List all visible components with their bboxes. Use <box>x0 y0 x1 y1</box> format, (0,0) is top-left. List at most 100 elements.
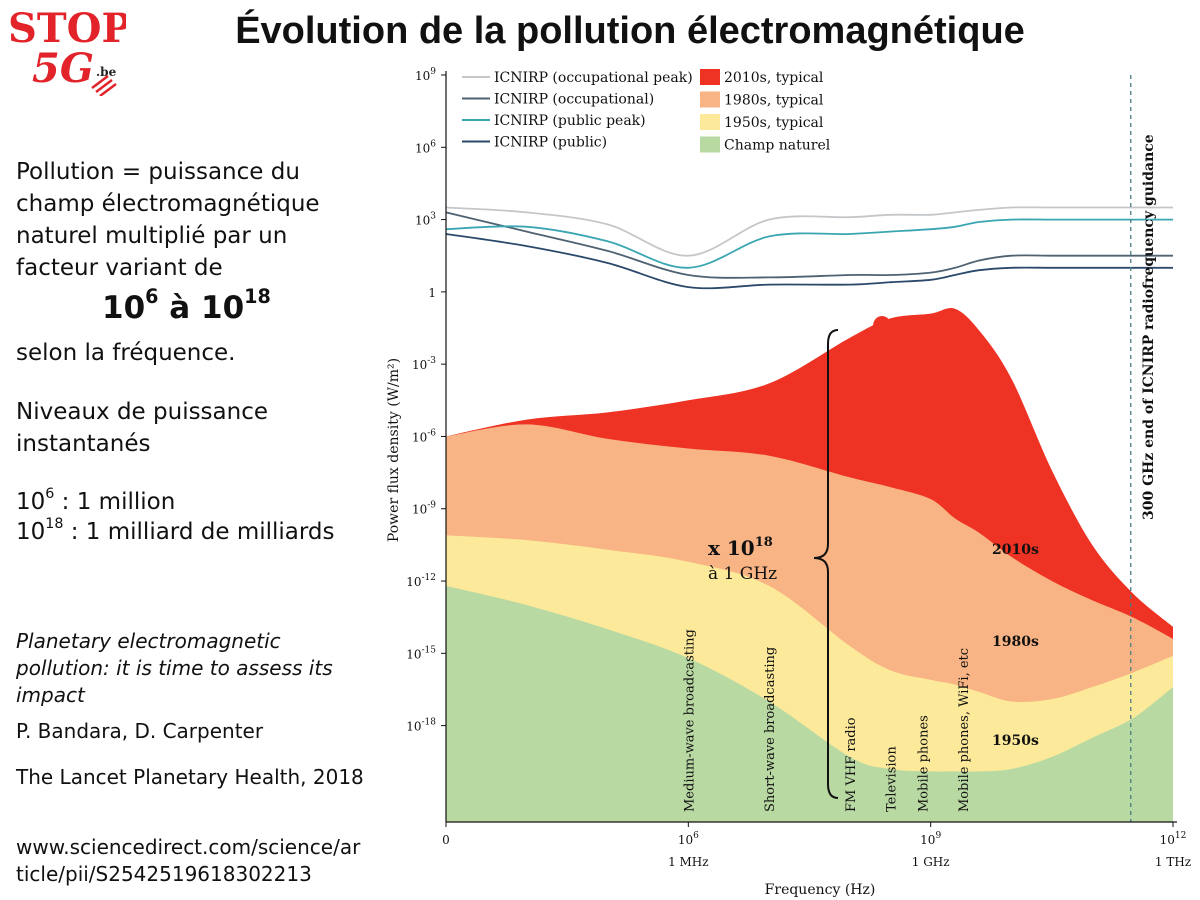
page-title: Évolution de la pollution électromagnéti… <box>235 10 1025 52</box>
x-tick-label: 109 <box>920 831 941 847</box>
multiplier-exp: 18 <box>755 535 773 550</box>
y-tick-base: 10 <box>406 647 421 661</box>
y-axis-label: Power flux density (W/m²) <box>386 358 402 542</box>
factor-b-exp: 18 <box>244 284 271 308</box>
billion-line: 1018 : 1 milliard de milliards <box>16 516 335 548</box>
factor-range: 106 à 1018 <box>102 287 271 326</box>
band-label: FM VHF radio <box>844 717 859 812</box>
paper-authors: P. Bandara, D. Carpenter <box>16 719 264 743</box>
guide-label: 300 GHz end of ICNIRP radiofrequency gui… <box>1141 134 1157 520</box>
legend-entry: 1950s, typical <box>724 115 824 131</box>
x-tick-base: 10 <box>678 833 693 847</box>
legend-swatch <box>700 114 720 130</box>
line-icnirp-occupational- <box>445 211 1173 279</box>
y-tick-label: 10-18 <box>406 718 436 734</box>
logo-5g-text: 5G <box>32 45 94 92</box>
band-label: Short-wave broadcasting <box>763 647 778 812</box>
billion-base: 10 <box>16 519 46 545</box>
x-tick-exp: 9 <box>935 831 941 841</box>
icnirp-lines <box>445 206 1173 290</box>
area-layers <box>446 307 1173 822</box>
legend-swatch <box>700 136 720 153</box>
y-tick-label: 103 <box>415 212 436 228</box>
y-tick-exp: -12 <box>422 573 437 583</box>
area-label: 1980s <box>992 634 1039 650</box>
y-tick-label: 10-12 <box>406 573 436 589</box>
y-tick-base: 10 <box>412 503 427 517</box>
y-tick-exp: 6 <box>430 139 436 149</box>
factor-a: 10 <box>102 290 146 326</box>
legend-entry: 2010s, typical <box>724 70 824 86</box>
y-tick-base: 10 <box>415 69 430 83</box>
paper-url: www.sciencedirect.com/science/article/pi… <box>16 835 361 886</box>
band-label: Mobile phones <box>917 715 932 812</box>
paper-journal: The Lancet Planetary Health, 2018 <box>16 765 364 789</box>
y-tick-base: 10 <box>406 720 421 734</box>
million-text: : 1 million <box>54 489 176 515</box>
multiplier-label: x 1018 <box>708 535 773 560</box>
x-tick-exp: 12 <box>1175 831 1186 841</box>
logo-suffix-text: .be <box>96 65 117 79</box>
band-label: Television <box>884 746 899 812</box>
intro-end-text: selon la fréquence. <box>16 340 236 366</box>
factor-a-exp: 6 <box>145 284 159 308</box>
area-champ-naturel <box>446 585 1173 822</box>
y-tick-label: 10-9 <box>412 501 436 517</box>
legend: ICNIRP (occupational peak) ICNIRP (occupa… <box>462 69 831 154</box>
y-tick-base: 10 <box>406 575 421 589</box>
x-tick-base: 0 <box>442 833 450 847</box>
legend-swatch <box>700 91 720 108</box>
x-tick-exp: 6 <box>693 831 699 841</box>
band-label: Mobile phones, WiFi, etc <box>957 648 972 812</box>
million-base: 10 <box>16 489 46 515</box>
x-tick-label: 106 <box>678 831 699 847</box>
y-tick-label: 1 <box>428 286 436 300</box>
legend-entry: ICNIRP (occupational peak) <box>494 70 693 86</box>
power-levels-text: Niveaux de puissance instantanés <box>16 399 269 457</box>
peak-bump <box>873 316 891 336</box>
million-exp: 6 <box>45 485 55 502</box>
y-tick-exp: 9 <box>430 67 436 77</box>
billion-exp: 18 <box>45 515 64 532</box>
area-label: 1950s <box>992 733 1039 749</box>
y-tick-exp: -9 <box>427 501 436 511</box>
multiplier-brace <box>813 329 839 799</box>
y-tick-label: 109 <box>415 67 436 83</box>
y-tick-label: 106 <box>415 139 436 155</box>
x-tick-label: 1012 <box>1160 831 1187 847</box>
line-icnirp-public-peak- <box>445 218 1173 269</box>
y-tick-base: 10 <box>412 430 427 444</box>
intro-text: Pollution = puissance du champ électroma… <box>16 159 320 281</box>
y-tick-label: 10-3 <box>412 356 436 372</box>
y-tick-exp: -18 <box>422 718 437 728</box>
stop5g-logo: STOP 5G .be <box>8 5 126 96</box>
y-tick-exp: -15 <box>422 645 437 655</box>
multiplier-sub: à 1 GHz <box>708 564 777 584</box>
line-icnirp-public- <box>445 233 1173 290</box>
x-tick-sub: 1 MHz <box>668 855 709 869</box>
y-tick-label: 10-6 <box>412 428 436 444</box>
paper-title: Planetary electromagnetic pollution: it … <box>16 629 333 707</box>
axes <box>441 71 1177 827</box>
y-tick-label: 10-15 <box>406 645 436 661</box>
y-tick-base: 1 <box>428 286 436 300</box>
legend-entry: 1980s, typical <box>724 93 824 109</box>
legend-entry: ICNIRP (public peak) <box>494 113 646 129</box>
line-icnirp-occupational-peak- <box>445 206 1173 257</box>
logo-stop-text: STOP <box>8 5 126 52</box>
million-line: 106 : 1 million <box>16 486 175 518</box>
legend-entry: Champ naturel <box>724 138 831 154</box>
x-tick-label: 0 <box>442 833 450 847</box>
factor-mid: à <box>158 290 202 326</box>
band-label: Medium-wave broadcasting <box>682 629 697 812</box>
x-tick-base: 10 <box>1160 833 1175 847</box>
billion-text: : 1 milliard de milliards <box>63 519 335 545</box>
peak-bump <box>903 318 921 338</box>
y-tick-base: 10 <box>415 141 430 155</box>
legend-entry: ICNIRP (public) <box>494 135 607 151</box>
logo-wave-icon <box>91 74 117 96</box>
y-tick-base: 10 <box>415 214 430 228</box>
legend-swatch <box>700 69 720 85</box>
